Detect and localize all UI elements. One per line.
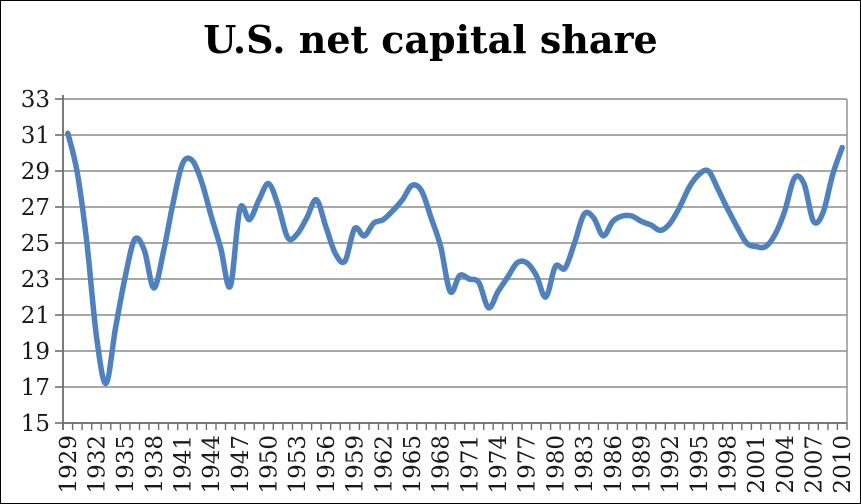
x-axis-label: 1968 — [429, 435, 455, 494]
x-axis-label: 1980 — [543, 435, 569, 494]
x-axis-label: 1929 — [56, 435, 82, 494]
x-axis-label: 1965 — [400, 435, 426, 494]
x-axis-label: 1974 — [486, 435, 512, 494]
x-axis-label: 1932 — [85, 435, 111, 494]
x-axis-label: 2004 — [773, 435, 799, 494]
x-axis-label: 1986 — [601, 435, 627, 494]
x-axis-label: 1989 — [629, 435, 655, 494]
y-axis-label: 31 — [21, 123, 50, 149]
y-axis-label: 25 — [21, 231, 50, 257]
x-axis-label: 1938 — [142, 435, 168, 494]
x-axis-label: 1992 — [658, 435, 684, 494]
series-line-us-net-capital-share — [65, 130, 845, 387]
x-axis-label: 1995 — [687, 435, 713, 494]
y-axis-label: 23 — [21, 267, 50, 293]
y-axis-label: 21 — [21, 303, 50, 329]
y-axis-label: 15 — [21, 411, 50, 437]
x-axis-label: 1947 — [228, 435, 254, 494]
x-axis-label: 2001 — [744, 435, 770, 494]
y-axis-label: 29 — [21, 159, 50, 185]
y-axis-label: 27 — [21, 195, 50, 221]
x-axis-label: 1935 — [113, 435, 139, 494]
x-axis-label: 1977 — [515, 435, 541, 494]
chart-title: U.S. net capital share — [203, 17, 658, 62]
x-axis-label: 2010 — [830, 435, 856, 494]
x-axis-label: 2007 — [802, 435, 828, 494]
x-axis-label: 1950 — [257, 435, 283, 494]
x-axis-label: 1953 — [285, 435, 311, 494]
x-axis-label: 1971 — [457, 435, 483, 494]
x-axis-label: 1944 — [199, 435, 225, 494]
y-axis-label: 17 — [21, 375, 50, 401]
x-axis-label: 1956 — [314, 435, 340, 494]
y-axis-label: 33 — [21, 87, 50, 113]
x-axis-label: 1998 — [716, 435, 742, 494]
x-axis-label: 1941 — [171, 435, 197, 494]
x-axis-label: 1962 — [371, 435, 397, 494]
x-axis-label: 1983 — [572, 435, 598, 494]
y-axis-label: 19 — [21, 339, 50, 365]
x-axis-label: 1959 — [343, 435, 369, 494]
